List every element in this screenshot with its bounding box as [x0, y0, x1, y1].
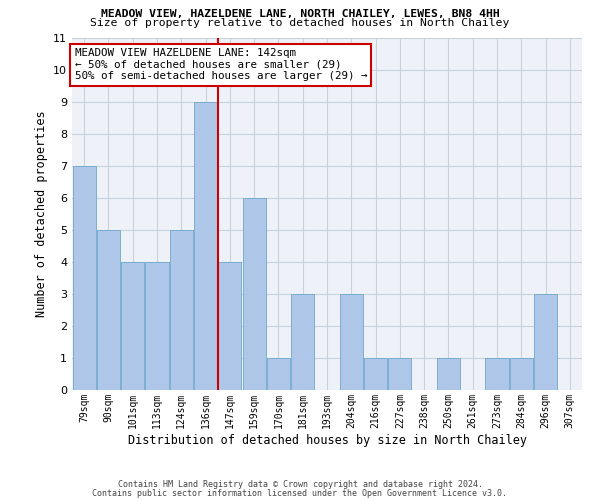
Bar [485, 358, 509, 390]
Bar [510, 358, 533, 390]
Text: Contains HM Land Registry data © Crown copyright and database right 2024.: Contains HM Land Registry data © Crown c… [118, 480, 482, 489]
Bar [145, 262, 169, 390]
Text: MEADOW VIEW, HAZELDENE LANE, NORTH CHAILEY, LEWES, BN8 4HH: MEADOW VIEW, HAZELDENE LANE, NORTH CHAIL… [101, 9, 499, 19]
Bar [121, 262, 144, 390]
Bar [534, 294, 557, 390]
Text: Contains public sector information licensed under the Open Government Licence v3: Contains public sector information licen… [92, 488, 508, 498]
Bar [340, 294, 363, 390]
Bar [218, 262, 241, 390]
Bar [242, 198, 266, 390]
Text: MEADOW VIEW HAZELDENE LANE: 142sqm
← 50% of detached houses are smaller (29)
50%: MEADOW VIEW HAZELDENE LANE: 142sqm ← 50%… [74, 48, 367, 82]
Bar [364, 358, 387, 390]
Bar [437, 358, 460, 390]
Bar [291, 294, 314, 390]
Bar [388, 358, 412, 390]
X-axis label: Distribution of detached houses by size in North Chailey: Distribution of detached houses by size … [128, 434, 527, 446]
Bar [194, 102, 217, 390]
Bar [73, 166, 95, 390]
Text: Size of property relative to detached houses in North Chailey: Size of property relative to detached ho… [91, 18, 509, 28]
Bar [97, 230, 120, 390]
Bar [170, 230, 193, 390]
Y-axis label: Number of detached properties: Number of detached properties [35, 110, 47, 317]
Bar [267, 358, 290, 390]
